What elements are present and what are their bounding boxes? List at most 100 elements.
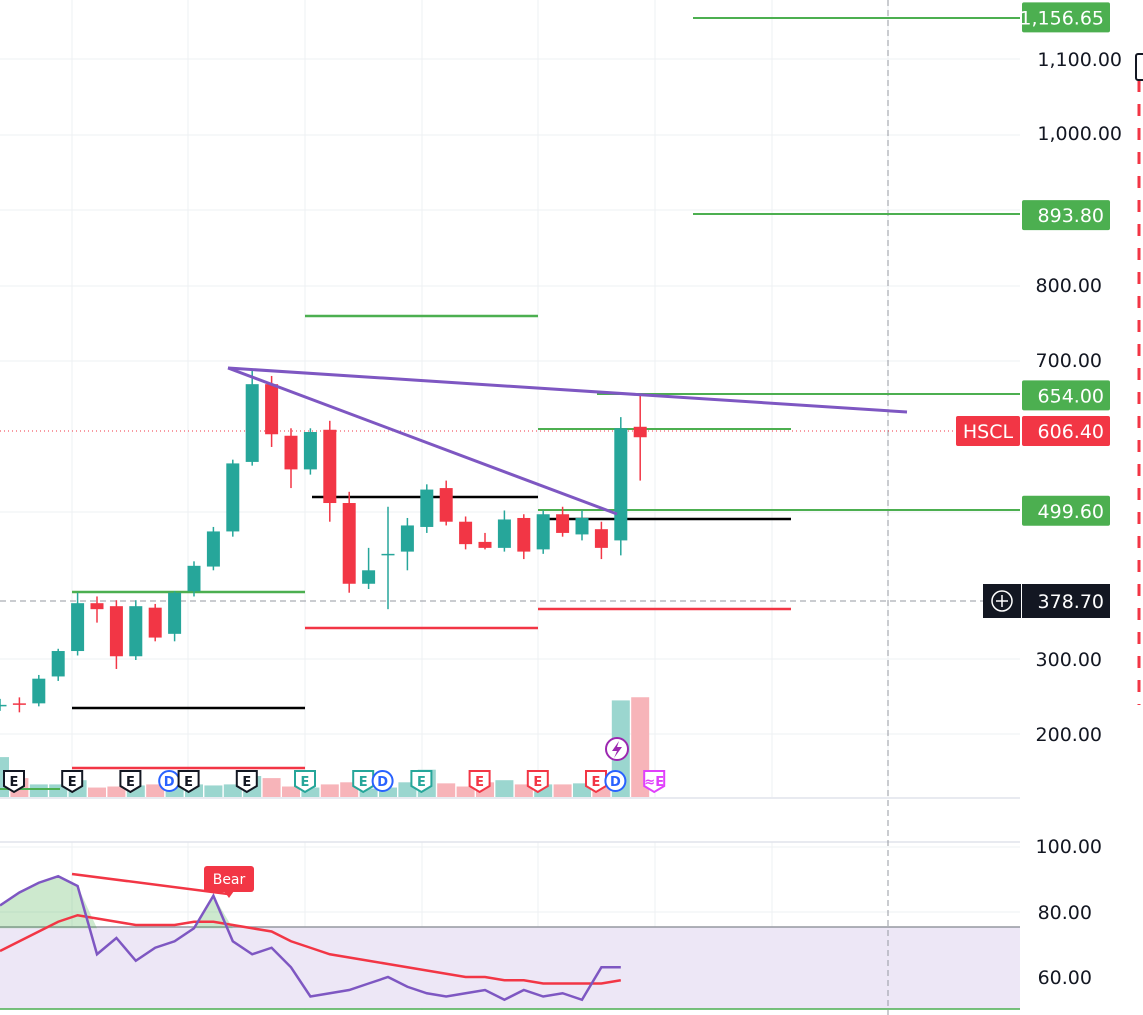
earnings-marker[interactable]: E [3, 770, 25, 794]
level-price-text: 1,156.65 [1019, 7, 1104, 29]
earnings-icon[interactable] [352, 770, 375, 794]
volume-bar [379, 787, 397, 797]
trend-line-upper[interactable] [227, 366, 908, 414]
dividend-icon[interactable] [604, 770, 627, 792]
earnings-icon[interactable] [468, 770, 491, 794]
event-markers[interactable]: E E E D E E E E D E E E E D ≈E [3, 770, 666, 794]
earnings-marker[interactable]: E [235, 770, 258, 794]
rsi-axis-label: 100.00 [1036, 836, 1102, 858]
candle [226, 459, 240, 537]
level-price-tag: 654.00 [1022, 380, 1110, 411]
volume-bar [146, 784, 165, 797]
rsi-band [0, 927, 1020, 1009]
symbol-badge-text: HSCL [963, 421, 1014, 443]
earnings-icon[interactable] [61, 770, 84, 794]
candle [109, 600, 123, 669]
earnings-icon[interactable] [119, 770, 142, 794]
rsi-axis-label: 80.00 [1038, 902, 1092, 924]
rsi-axis-labels: 100.00 80.00 60.00 [1036, 836, 1102, 989]
rsi-ma-line [0, 913, 622, 985]
earnings-icon[interactable] [177, 770, 200, 794]
event-marker-label: E [417, 775, 426, 790]
candle [323, 420, 337, 522]
trend-lines[interactable] [227, 366, 908, 516]
plus-circle-icon[interactable] [991, 590, 1013, 612]
volume-bar [320, 784, 339, 797]
volume-bar [495, 780, 514, 797]
level-price-text: 893.80 [1038, 205, 1104, 227]
dividend-icon[interactable] [371, 770, 394, 792]
volume-bar [301, 787, 320, 797]
dividend-marker[interactable]: D [604, 770, 627, 792]
candle [633, 394, 647, 481]
dividend-marker[interactable]: D [371, 770, 394, 792]
earnings-icon[interactable] [410, 770, 433, 794]
candle [342, 491, 356, 593]
level-price-badge [1022, 495, 1110, 526]
candle [497, 510, 511, 552]
trend-line-descending[interactable] [227, 366, 618, 516]
volume-bar [223, 784, 242, 797]
candle [594, 521, 608, 560]
candle [265, 375, 279, 447]
candle-body [303, 432, 317, 470]
earnings-marker[interactable]: E [526, 770, 549, 794]
candle-body [459, 521, 473, 545]
event-marker-label: D [164, 775, 175, 790]
candle-body [400, 525, 414, 552]
lightning-icon [612, 741, 622, 758]
crosshair-price-tag[interactable]: 378.70 [983, 584, 1110, 618]
earnings-marker[interactable]: E [119, 770, 142, 794]
level-price-tag: 893.80 [1022, 200, 1110, 231]
earnings-marker[interactable]: E [585, 770, 607, 794]
flash-marker[interactable] [605, 737, 629, 761]
event-marker-label: E [533, 775, 542, 790]
earnings-marker[interactable]: E [294, 770, 316, 794]
rsi-axis-label: 60.00 [1038, 967, 1092, 989]
earnings-icon[interactable] [526, 770, 549, 794]
candle-body [575, 517, 589, 535]
candle-body [594, 529, 608, 548]
candle-body [32, 678, 46, 704]
earnings-marker[interactable]: ≈E [643, 770, 666, 794]
earnings-icon[interactable] [294, 770, 316, 794]
earnings-marker[interactable]: E [410, 770, 433, 794]
scroll-handle[interactable] [1135, 53, 1143, 81]
earnings-icon[interactable] [235, 770, 258, 794]
dividend-marker[interactable]: D [158, 770, 181, 792]
price-grid [0, 0, 1020, 797]
candle-body [614, 428, 628, 541]
drawn-levels[interactable] [0, 17, 1020, 790]
candle [381, 506, 395, 610]
crosshair-price-text: 378.70 [1038, 591, 1104, 613]
event-marker-label: E [10, 775, 19, 790]
earnings-marker[interactable]: E [177, 770, 200, 794]
earnings-marker[interactable]: E [61, 770, 84, 794]
earnings-icon[interactable] [3, 770, 25, 794]
candle-body [497, 519, 511, 548]
volume-bar [88, 787, 106, 797]
candle-body [517, 517, 531, 552]
candle [362, 547, 376, 589]
price-axis-label: 700.00 [1036, 350, 1102, 372]
candle-body [420, 489, 434, 527]
volume-bar [107, 786, 126, 797]
event-marker-label: ≈E [644, 775, 664, 790]
event-marker-label: E [242, 775, 251, 790]
volume-bar [553, 784, 572, 797]
candle-body [342, 503, 356, 584]
earnings-icon[interactable] [643, 770, 666, 794]
earnings-marker[interactable]: E [468, 770, 491, 794]
candle-body [265, 384, 279, 435]
candle-body [245, 384, 259, 462]
earnings-marker[interactable]: E [352, 770, 375, 794]
candle-body [362, 570, 376, 584]
level-price-badge [1022, 2, 1110, 33]
event-marker-label: E [126, 775, 135, 790]
candle [536, 510, 550, 554]
bear-divergence-label: Bear [204, 866, 254, 898]
earnings-icon[interactable] [585, 770, 607, 794]
volume-bar [437, 783, 456, 797]
price-axis-label: 800.00 [1036, 275, 1102, 297]
